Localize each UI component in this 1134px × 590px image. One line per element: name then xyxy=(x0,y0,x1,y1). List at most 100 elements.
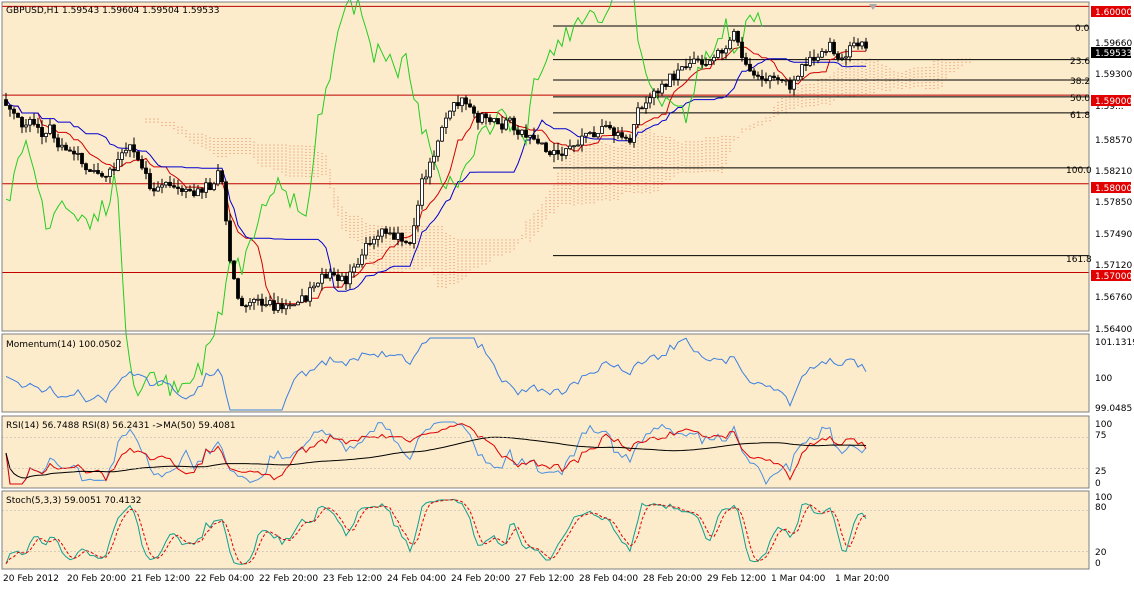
cloud-dot xyxy=(265,159,267,161)
cloud-dot xyxy=(425,247,427,249)
cloud-dot xyxy=(461,239,463,241)
cloud-dot xyxy=(497,242,499,244)
cloud-dot xyxy=(705,143,707,145)
cloud-dot xyxy=(597,151,599,153)
cloud-dot xyxy=(653,133,655,135)
candle-body xyxy=(240,297,244,307)
cloud-dot xyxy=(381,267,383,269)
cloud-dot xyxy=(837,77,839,79)
candle-body xyxy=(596,132,600,138)
candle-body xyxy=(456,102,460,107)
tenkan-line xyxy=(5,46,866,305)
cloud-dot xyxy=(265,156,267,158)
cloud-dot xyxy=(437,259,439,261)
rsi-pane[interactable] xyxy=(2,416,1089,488)
cloud-dot xyxy=(697,162,699,164)
cloud-dot xyxy=(385,240,387,242)
cloud-dot xyxy=(197,139,199,141)
cloud-dot xyxy=(433,256,435,258)
cloud-dot xyxy=(433,238,435,240)
cloud-dot xyxy=(565,181,567,183)
cloud-dot xyxy=(305,160,307,162)
cloud-dot xyxy=(237,140,239,142)
cloud-dot xyxy=(581,203,583,205)
cloud-dot xyxy=(217,155,219,157)
cloud-dot xyxy=(877,81,879,83)
cloud-dot xyxy=(549,202,551,204)
cloud-dot xyxy=(905,82,907,84)
momentum-pane[interactable] xyxy=(2,334,1089,412)
cloud-dot xyxy=(557,181,559,183)
cloud-dot xyxy=(885,83,887,85)
cloud-dot xyxy=(869,88,871,90)
cloud-dot xyxy=(581,155,583,157)
cloud-dot xyxy=(889,68,891,70)
fib-label: 161.8 xyxy=(1066,255,1092,265)
candle-body xyxy=(460,97,464,107)
cloud-dot xyxy=(669,169,671,171)
cloud-dot xyxy=(329,172,331,174)
candle-body xyxy=(80,152,84,165)
cloud-dot xyxy=(877,84,879,86)
candle-body xyxy=(752,70,756,76)
cloud-dot xyxy=(645,140,647,142)
cloud-dot xyxy=(509,245,511,247)
cloud-dot xyxy=(581,200,583,202)
cloud-dot xyxy=(801,88,803,90)
cloud-dot xyxy=(397,250,399,252)
cloud-dot xyxy=(601,187,603,189)
cloud-dot xyxy=(289,145,291,147)
cloud-dot xyxy=(545,203,547,205)
cloud-dot xyxy=(385,261,387,263)
cloud-dot xyxy=(761,124,763,126)
cloud-dot xyxy=(465,260,467,262)
cloud-dot xyxy=(645,176,647,178)
cloud-dot xyxy=(361,230,363,232)
cloud-dot xyxy=(785,105,787,107)
cloud-dot xyxy=(869,61,871,63)
cloud-dot xyxy=(301,166,303,168)
cloud-dot xyxy=(653,148,655,150)
cloud-dot xyxy=(589,190,591,192)
cloud-dot xyxy=(273,159,275,161)
cloud-dot xyxy=(569,185,571,187)
cloud-dot xyxy=(585,148,587,150)
cloud-dot xyxy=(669,163,671,165)
cloud-dot xyxy=(605,147,607,149)
candle-body xyxy=(400,232,404,242)
fibonacci-retracement[interactable] xyxy=(553,25,1089,257)
cloud-dot xyxy=(461,242,463,244)
cloud-dot xyxy=(441,235,443,237)
cloud-dot xyxy=(693,147,695,149)
candle-body xyxy=(136,151,140,160)
cloud-dot xyxy=(329,184,331,186)
cloud-dot xyxy=(533,222,535,224)
cloud-dot xyxy=(473,248,475,250)
main-pane[interactable] xyxy=(2,2,1089,331)
cloud-dot xyxy=(425,232,427,234)
cloud-dot xyxy=(545,212,547,214)
cloud-dot xyxy=(881,70,883,72)
cloud-dot xyxy=(797,89,799,91)
cloud-dot xyxy=(621,162,623,164)
stoch-pane[interactable] xyxy=(2,491,1089,569)
cloud-dot xyxy=(425,256,427,258)
cloud-dot xyxy=(693,165,695,167)
cloud-dot xyxy=(373,258,375,260)
cloud-dot xyxy=(921,73,923,75)
cloud-dot xyxy=(445,253,447,255)
cloud-dot xyxy=(937,69,939,71)
cloud-dot xyxy=(545,206,547,208)
cloud-dot xyxy=(289,154,291,156)
candle-body xyxy=(524,129,528,138)
candle-body xyxy=(148,173,152,189)
level-tag-label: 1.60000 xyxy=(1095,8,1132,18)
cloud-dot xyxy=(333,203,335,205)
cloud-dot xyxy=(793,101,795,103)
candle-body xyxy=(160,184,164,188)
candle-body xyxy=(48,124,52,134)
cloud-dot xyxy=(241,152,243,154)
chart-shift-marker-icon[interactable] xyxy=(869,4,877,10)
cloud-dot xyxy=(861,76,863,78)
